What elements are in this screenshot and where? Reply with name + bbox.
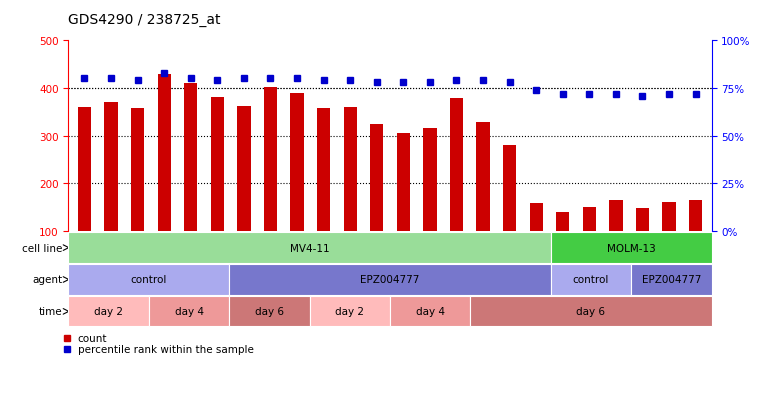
Text: day 2: day 2 (94, 306, 123, 317)
Bar (370, 124, 384, 231)
Text: control: control (131, 275, 167, 285)
Bar (610, 200, 622, 231)
Text: MOLM-13: MOLM-13 (607, 243, 655, 253)
Bar (662, 203, 676, 231)
Bar (556, 212, 569, 231)
Bar (104, 103, 118, 231)
Text: day 2: day 2 (336, 306, 365, 317)
Bar (291, 93, 304, 231)
Bar (396, 134, 410, 231)
Text: MV4-11: MV4-11 (290, 243, 330, 253)
Text: EPZ004777: EPZ004777 (642, 275, 701, 285)
Text: EPZ004777: EPZ004777 (360, 275, 420, 285)
Text: time: time (39, 306, 62, 317)
Text: percentile rank within the sample: percentile rank within the sample (78, 344, 253, 354)
Bar (689, 200, 702, 231)
Bar (635, 209, 649, 231)
Text: agent: agent (32, 275, 62, 285)
Bar (476, 123, 489, 231)
Bar (131, 109, 145, 231)
Bar (423, 129, 437, 231)
Bar (343, 108, 357, 231)
Text: cell line: cell line (22, 243, 62, 253)
Bar (211, 97, 224, 231)
Bar (78, 108, 91, 231)
Bar (158, 74, 170, 231)
Bar (317, 109, 330, 231)
Text: count: count (78, 333, 107, 343)
Bar (264, 88, 277, 231)
Text: day 4: day 4 (416, 306, 444, 317)
Text: control: control (573, 275, 609, 285)
Bar (503, 146, 516, 231)
Text: GDS4290 / 238725_at: GDS4290 / 238725_at (68, 13, 221, 27)
Bar (237, 107, 250, 231)
Bar (583, 207, 596, 231)
Bar (450, 98, 463, 231)
Bar (530, 204, 543, 231)
Text: day 6: day 6 (255, 306, 284, 317)
Text: day 4: day 4 (174, 306, 203, 317)
Text: day 6: day 6 (577, 306, 606, 317)
Bar (184, 84, 197, 231)
